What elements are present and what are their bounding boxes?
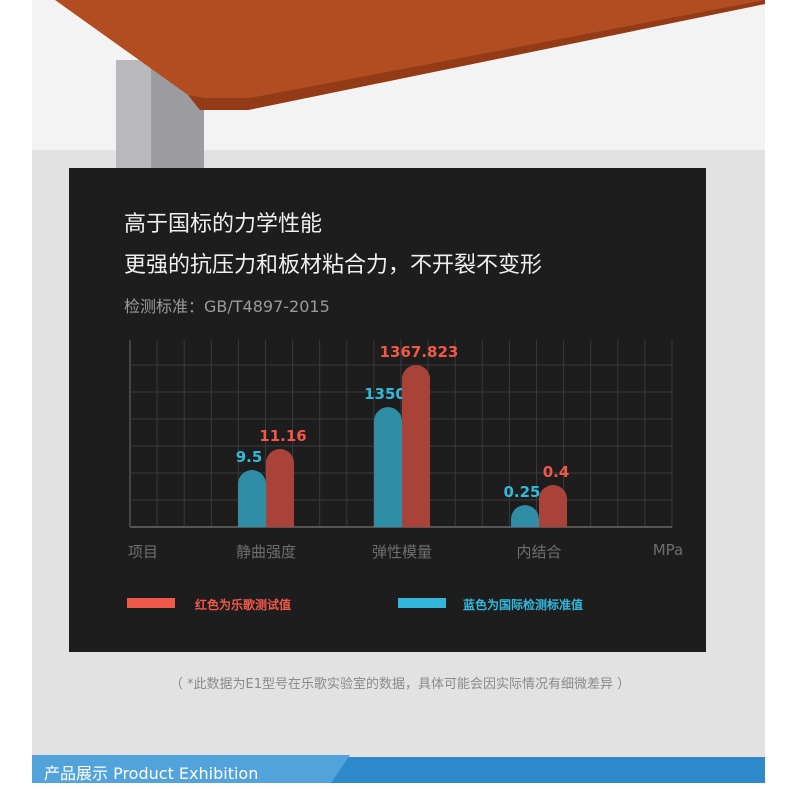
panel-title: 高于国标的力学性能 <box>124 212 323 237</box>
bar-standard <box>374 407 402 527</box>
category-label: 弹性模量 <box>371 543 433 561</box>
category-label: 静曲强度 <box>235 543 297 561</box>
legend-swatch-red <box>127 598 175 608</box>
footer-tab <box>32 755 350 783</box>
disclaimer-note: （ *此数据为E1型号在乐歌实验室的数据，具体可能会因实际情况有细微差异 ） <box>169 677 631 692</box>
category-label: 内结合 <box>516 543 562 561</box>
legend-swatch-blue <box>398 598 446 608</box>
data-label: 1367.823 <box>380 343 459 361</box>
bar-tested <box>266 449 294 527</box>
legend-text-blue: 蓝色为国际检测标准值 <box>463 598 584 612</box>
desk-leg-front <box>116 60 151 168</box>
section-title: 产品展示 Product Exhibition <box>44 764 259 783</box>
unit-label: MPa <box>652 541 684 559</box>
desk-edge <box>188 0 765 110</box>
x-axis-first-label: 项目 <box>127 543 159 561</box>
data-label: 0.4 <box>543 463 570 481</box>
desk-top <box>55 0 765 110</box>
test-standard: 检测标准：GB/T4897-2015 <box>124 297 330 316</box>
bar-standard <box>511 505 539 527</box>
legend-text-red: 红色为乐歌测试值 <box>195 598 292 612</box>
bar-standard <box>238 470 266 527</box>
data-label: 11.16 <box>259 427 306 445</box>
data-label: 9.5 <box>236 448 263 466</box>
bar-tested <box>539 485 567 527</box>
bar-tested <box>402 365 430 527</box>
panel-subtitle: 更强的抗压力和板材粘合力，不开裂不变形 <box>124 253 543 278</box>
data-label: 1350 <box>364 385 406 403</box>
data-label: 0.25 <box>503 483 540 501</box>
desk-image <box>55 0 765 168</box>
